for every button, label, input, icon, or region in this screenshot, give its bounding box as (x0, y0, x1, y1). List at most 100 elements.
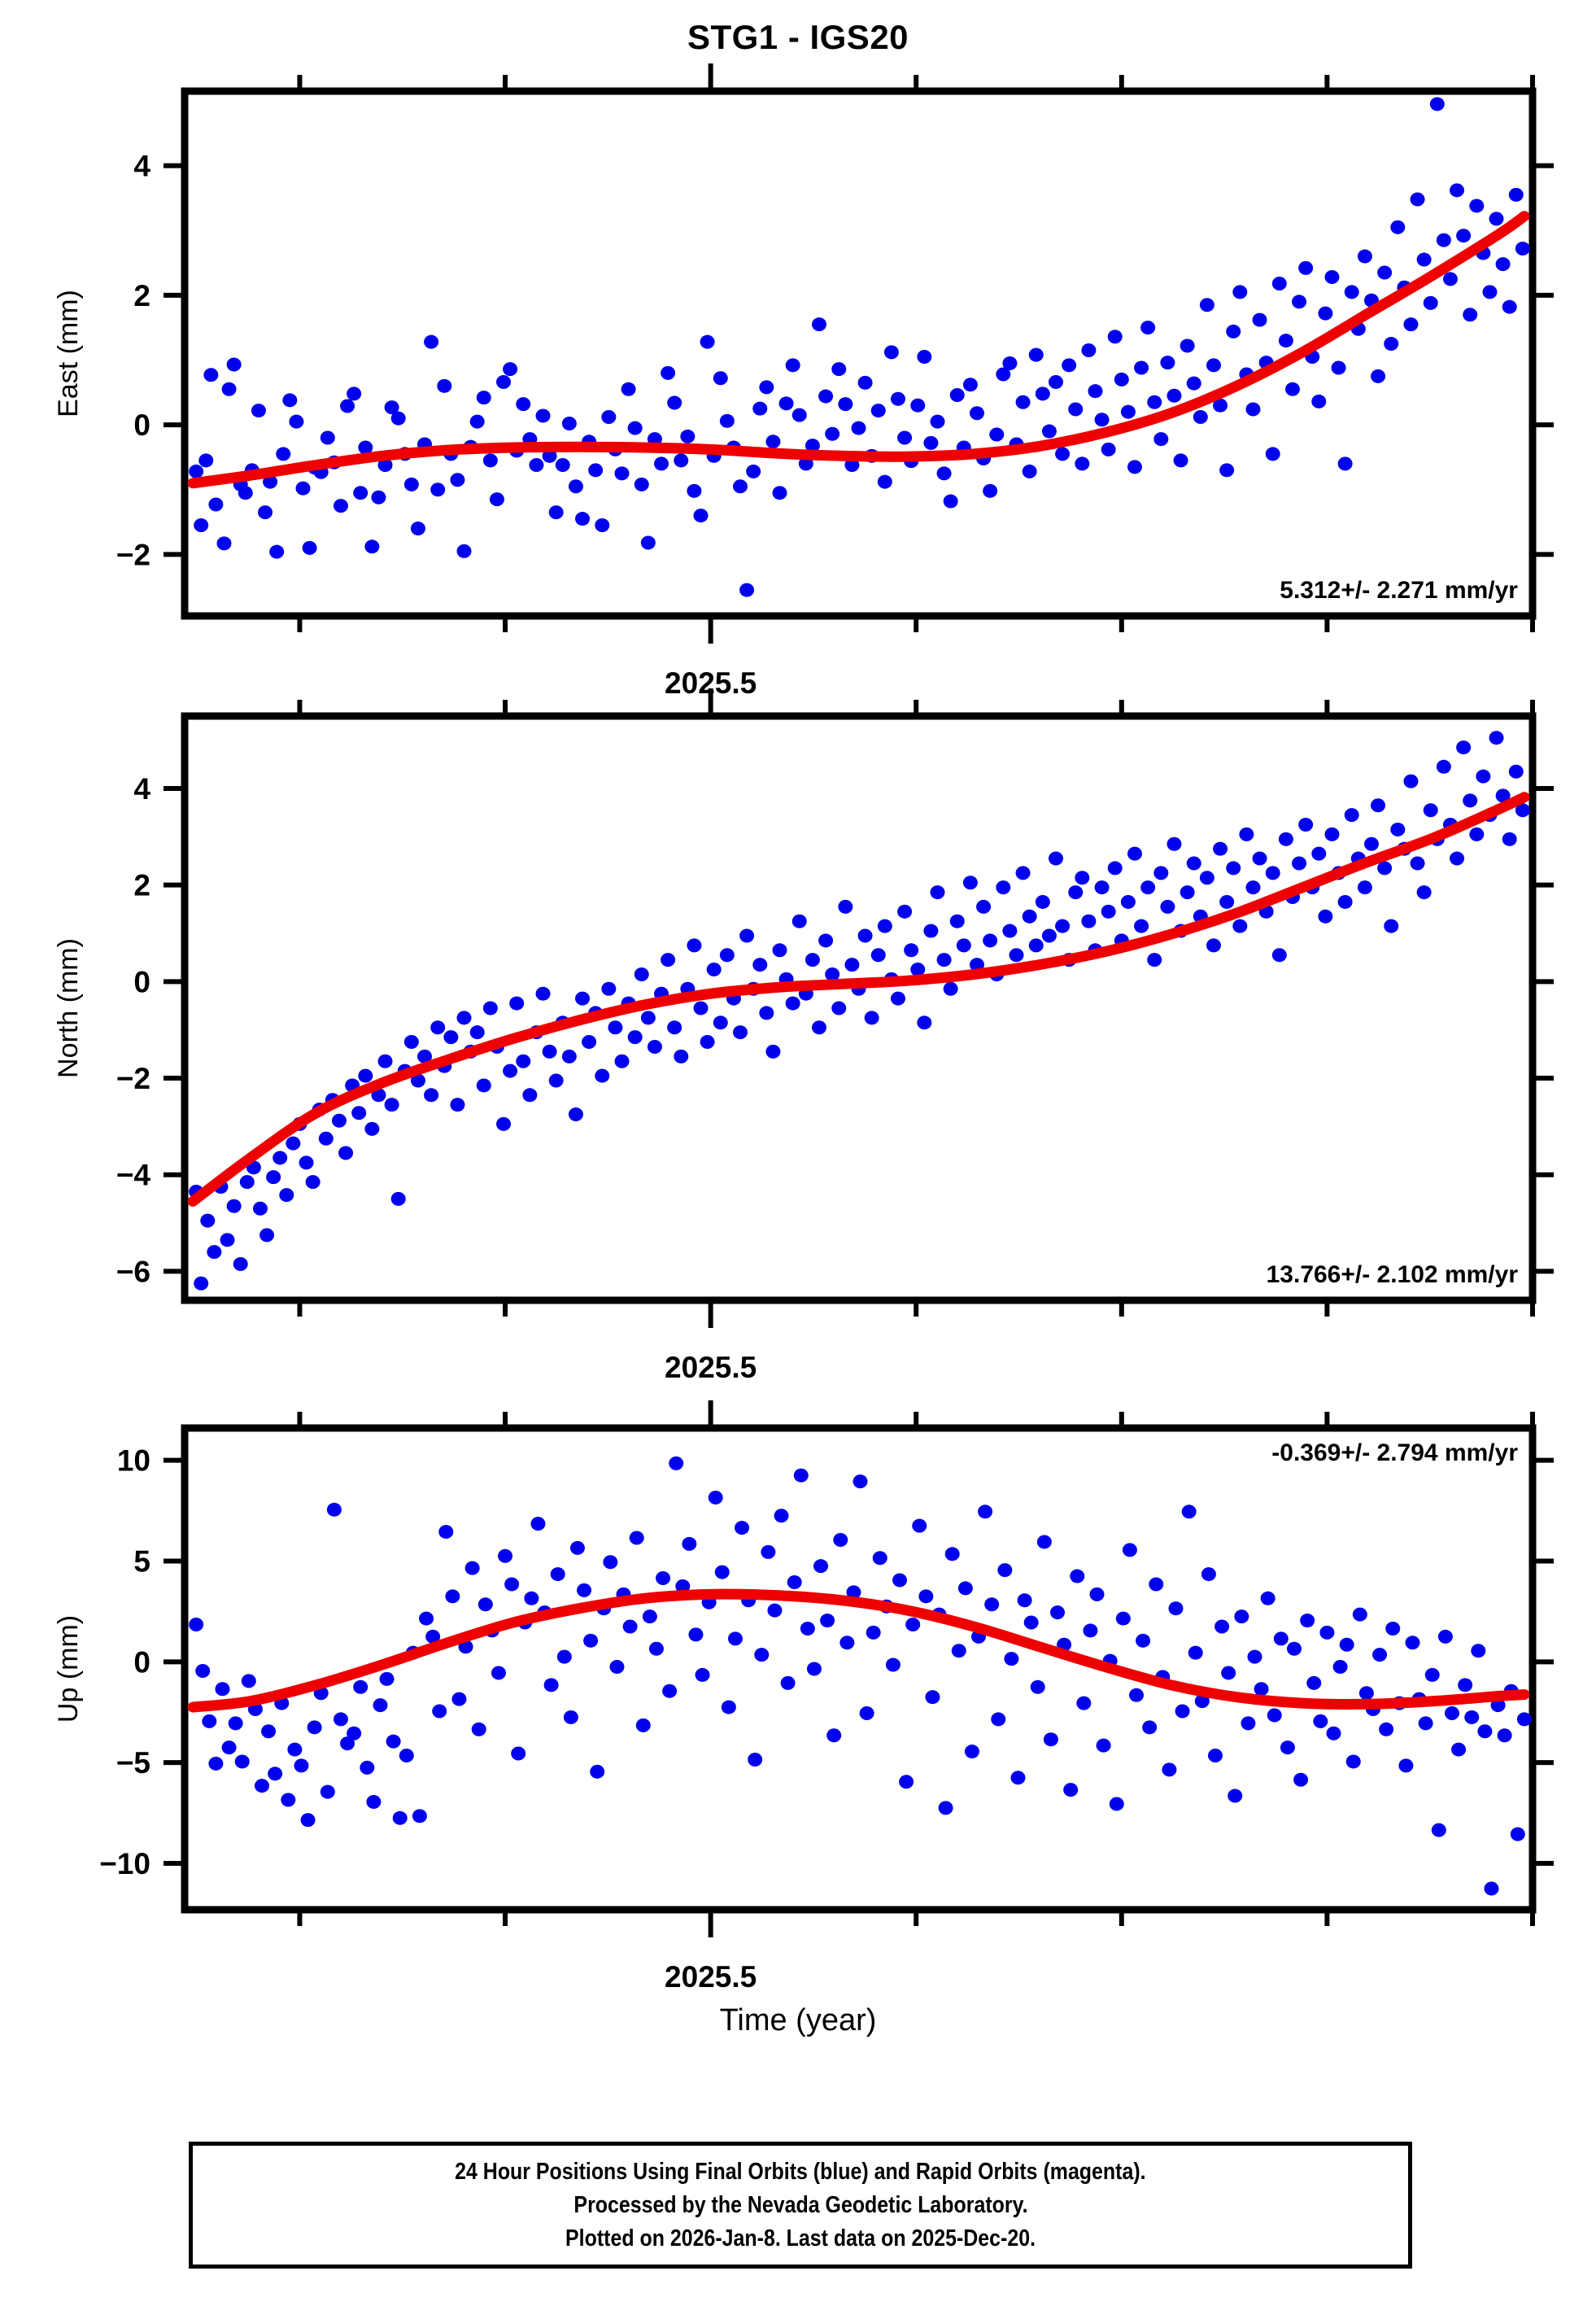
data-point (203, 368, 219, 382)
series-up (189, 1456, 1532, 1896)
y-tick-label: 0 (133, 965, 150, 998)
data-point (1241, 1716, 1256, 1731)
data-point (648, 1641, 664, 1656)
data-point (983, 483, 998, 498)
data-point (957, 1581, 973, 1596)
data-point (793, 1468, 809, 1483)
data-point (1096, 1738, 1111, 1753)
data-point (358, 440, 373, 455)
rate-annotation: 13.766+/- 2.102 mm/yr (1267, 1261, 1519, 1288)
data-point (785, 996, 800, 1011)
data-point (1371, 369, 1386, 383)
data-point (700, 1035, 715, 1050)
rate-annotation: 5.312+/- 2.271 mm/yr (1280, 577, 1518, 604)
data-point (189, 464, 204, 478)
chart-north: 4 2 0 −2 −4 −6 2025.5 North (mm) 13.766+/- 2.102… (53, 688, 1554, 1384)
data-point (1035, 387, 1050, 401)
data-point (569, 1540, 585, 1555)
data-point (550, 1567, 565, 1582)
data-point (1331, 360, 1346, 375)
data-point (1127, 846, 1142, 861)
data-point (1221, 1666, 1236, 1680)
data-point (778, 396, 794, 411)
y-tick-label: 5 (133, 1544, 150, 1578)
data-point (983, 933, 998, 948)
data-point (289, 414, 304, 429)
data-point (978, 1505, 993, 1519)
data-point (503, 1063, 518, 1078)
data-point (1245, 880, 1261, 895)
data-point (1153, 866, 1169, 880)
data-point (1075, 456, 1090, 471)
data-point (583, 1633, 599, 1648)
data-point (870, 948, 886, 963)
data-point (1515, 242, 1530, 255)
data-point (1271, 277, 1287, 290)
data-point (1379, 1722, 1394, 1736)
data-point (899, 1775, 914, 1789)
data-point (445, 1589, 460, 1604)
data-point (266, 1170, 281, 1185)
data-point (857, 375, 873, 390)
data-point (748, 1752, 763, 1767)
data-point (377, 1054, 393, 1068)
data-point (424, 1088, 439, 1103)
data-point (476, 1078, 491, 1093)
data-point (1339, 1637, 1354, 1652)
data-point (897, 430, 913, 445)
data-point (1450, 851, 1465, 866)
data-point (923, 924, 939, 938)
data-point (1002, 924, 1018, 938)
panel-north: 4 2 0 −2 −4 −6 2025.5 North (mm) 13.766+/- 2.102… (0, 688, 1596, 1384)
data-point (399, 1749, 414, 1763)
data-point (640, 535, 656, 550)
data-point (1489, 212, 1504, 226)
data-point (1318, 306, 1333, 321)
data-point (456, 544, 472, 558)
data-point (1017, 1593, 1032, 1608)
data-point (287, 1742, 303, 1757)
data-point (1358, 1686, 1374, 1701)
data-point (883, 345, 899, 360)
data-point (1416, 252, 1432, 267)
data-point (976, 899, 992, 914)
data-point (688, 1627, 704, 1642)
data-point (1437, 1629, 1453, 1644)
data-point (787, 1574, 802, 1589)
data-point (890, 391, 905, 406)
data-point (1508, 187, 1524, 202)
data-point (221, 382, 237, 396)
data-point (949, 387, 965, 402)
data-point (1226, 324, 1241, 338)
data-point (432, 1704, 447, 1719)
data-point (1245, 402, 1261, 417)
data-point (410, 522, 425, 535)
data-point (417, 1049, 433, 1063)
data-point (1337, 456, 1353, 471)
data-point (281, 1793, 296, 1807)
data-point (944, 1547, 960, 1561)
data-point (627, 421, 643, 435)
data-point (1140, 321, 1156, 335)
data-point (295, 481, 311, 496)
x-tick-label: 2025.5 (665, 1351, 757, 1384)
data-point (1345, 1754, 1361, 1769)
data-point (774, 1509, 789, 1523)
data-point (1109, 1797, 1124, 1811)
data-point (675, 1579, 691, 1593)
data-point (1377, 861, 1393, 876)
data-point (226, 357, 242, 372)
data-point (754, 1648, 770, 1662)
data-point (1495, 788, 1511, 803)
data-point (964, 1745, 979, 1759)
data-point (1502, 832, 1517, 846)
data-point (430, 1020, 446, 1035)
data-point (482, 1001, 498, 1015)
data-point (390, 1191, 406, 1206)
data-point (812, 1020, 827, 1035)
data-point (360, 1760, 375, 1775)
data-point (812, 317, 827, 332)
data-point (595, 1068, 610, 1083)
data-point (200, 1213, 216, 1228)
